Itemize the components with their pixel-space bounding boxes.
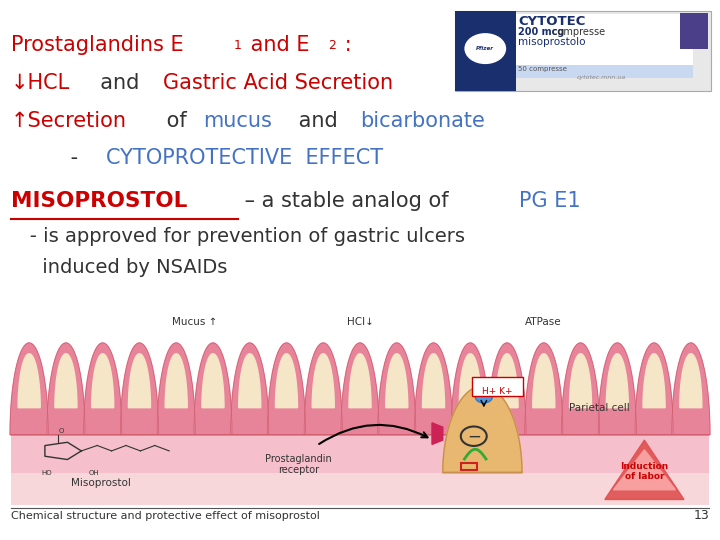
Circle shape [461,427,487,446]
Text: ↑Secretion: ↑Secretion [11,111,127,131]
Text: Pfizer: Pfizer [477,46,495,51]
FancyBboxPatch shape [680,13,708,49]
Polygon shape [276,354,297,408]
Text: 1: 1 [233,39,241,52]
Polygon shape [84,343,122,435]
Text: MISOPROSTOL: MISOPROSTOL [11,191,187,211]
FancyBboxPatch shape [11,435,709,505]
Polygon shape [230,343,269,435]
Polygon shape [451,343,490,435]
Polygon shape [415,343,453,435]
Text: compresse: compresse [549,27,606,37]
Polygon shape [606,354,629,408]
Polygon shape [165,354,187,408]
Text: 50 compresse: 50 compresse [518,66,567,72]
Text: bicarbonate: bicarbonate [360,111,485,131]
Polygon shape [613,450,675,490]
FancyBboxPatch shape [11,435,709,472]
Text: HO: HO [42,470,52,476]
Text: and E: and E [243,35,309,55]
Polygon shape [525,343,563,435]
Text: O: O [58,428,64,434]
FancyBboxPatch shape [516,65,693,78]
Text: and: and [292,111,345,131]
Polygon shape [598,343,636,435]
Polygon shape [47,343,85,435]
Text: CYTOTEC: CYTOTEC [518,15,586,28]
Text: HCl↓: HCl↓ [346,316,374,327]
Polygon shape [488,343,526,435]
Polygon shape [378,343,416,435]
Text: 13: 13 [693,509,709,522]
Text: induced by NSAIDs: induced by NSAIDs [11,258,228,277]
Text: ↓HCL: ↓HCL [11,73,70,93]
Polygon shape [635,343,673,435]
FancyBboxPatch shape [455,11,516,91]
Polygon shape [120,343,158,435]
Polygon shape [10,343,48,435]
Polygon shape [55,354,77,408]
Polygon shape [496,354,518,408]
Polygon shape [312,354,334,408]
Text: Prostaglandins E: Prostaglandins E [11,35,184,55]
Polygon shape [194,343,232,435]
Polygon shape [341,343,379,435]
Text: :: : [338,35,352,55]
Text: Misoprostol: Misoprostol [71,478,131,488]
Text: Prostaglandin
receptor: Prostaglandin receptor [266,454,332,475]
Circle shape [464,32,507,65]
Text: misoprostolo: misoprostolo [518,37,586,48]
FancyBboxPatch shape [516,14,693,78]
Polygon shape [562,343,600,435]
Polygon shape [304,343,342,435]
Text: Induction
of labor: Induction of labor [620,462,669,481]
Polygon shape [91,354,114,408]
Text: mucus: mucus [204,111,272,131]
Text: cytotec.mnn.ua: cytotec.mnn.ua [577,75,626,79]
Text: OH: OH [89,470,99,476]
Polygon shape [128,354,150,408]
Polygon shape [239,354,261,408]
Polygon shape [386,354,408,408]
Text: Gastric Acid Secretion: Gastric Acid Secretion [163,73,394,93]
Polygon shape [443,386,522,472]
Polygon shape [432,423,443,444]
Polygon shape [643,354,665,408]
Text: Parietal cell: Parietal cell [569,403,629,413]
Polygon shape [672,343,710,435]
Text: H+ K+: H+ K+ [482,387,513,396]
Text: ATPase: ATPase [526,316,562,327]
Text: CYTOPROTECTIVE  EFFECT: CYTOPROTECTIVE EFFECT [106,148,383,168]
Polygon shape [680,354,702,408]
FancyBboxPatch shape [472,377,523,396]
Text: and: and [87,73,146,93]
Polygon shape [267,343,305,435]
FancyBboxPatch shape [455,11,711,91]
Text: Chemical structure and protective effect of misoprostol: Chemical structure and protective effect… [11,511,320,521]
Polygon shape [349,354,371,408]
Polygon shape [423,354,444,408]
Polygon shape [605,440,684,500]
Circle shape [475,390,492,403]
Text: – a stable analog of: – a stable analog of [238,191,456,211]
Text: Mucus ↑: Mucus ↑ [171,316,217,327]
Polygon shape [18,354,40,408]
Text: 2: 2 [328,39,336,52]
Text: -: - [11,148,84,168]
Polygon shape [202,354,224,408]
Polygon shape [570,354,592,408]
Text: −: − [467,427,481,445]
Text: PG E1: PG E1 [518,191,580,211]
Text: 200 mcg: 200 mcg [518,27,564,37]
Polygon shape [157,343,195,435]
Polygon shape [459,354,481,408]
Text: of: of [161,111,194,131]
Text: - is approved for prevention of gastric ulcers: - is approved for prevention of gastric … [11,227,465,246]
Polygon shape [533,354,555,408]
